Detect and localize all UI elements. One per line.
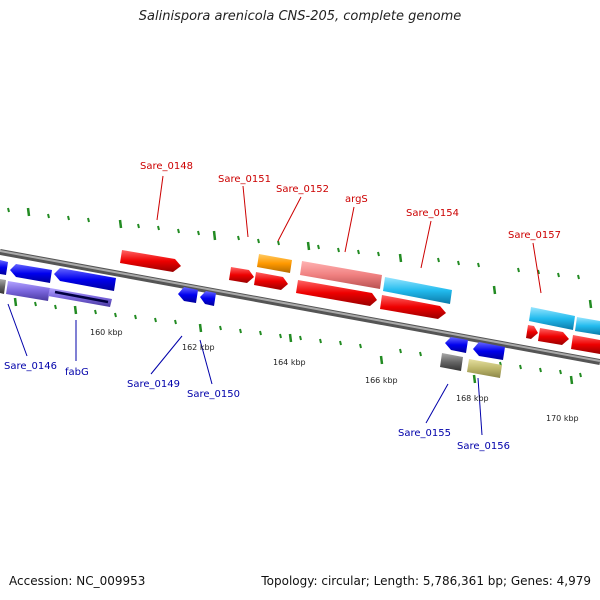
label-sare-0151: Sare_0151 <box>218 174 271 185</box>
gene-sare-0152 <box>254 272 288 290</box>
gene-sare-0146 <box>10 264 52 283</box>
gene-sare-0150 <box>200 291 216 306</box>
gene-sare-0149 <box>178 287 198 303</box>
gene-sare-0156 <box>467 359 502 378</box>
gene-sare-0157-red-3 <box>571 335 600 354</box>
label-sare-0155: Sare_0155 <box>398 428 451 439</box>
accession-text: Accession: NC_009953 <box>9 574 146 588</box>
forward-strand-genes <box>120 250 600 354</box>
gene-sare-0151 <box>229 267 254 283</box>
gene-labels-bottom: Sare_0146 fabG Sare_0149 Sare_0150 Sare_… <box>4 361 510 452</box>
gene-sare-0152-upper <box>257 254 292 273</box>
label-fabg: fabG <box>65 367 89 378</box>
scale-label-160: 160 kbp <box>90 328 123 337</box>
map-title: Salinispora arenicola CNS-205, complete … <box>138 9 462 24</box>
gene-left-gray <box>0 279 6 294</box>
upper-tick-row <box>7 207 593 309</box>
gene-sare-0155 <box>440 353 463 371</box>
label-sare-0156: Sare_0156 <box>457 441 510 452</box>
gene-sare-0154-lower <box>380 295 446 319</box>
label-sare-0148: Sare_0148 <box>140 161 193 172</box>
scale-label-168: 168 kbp <box>456 394 489 403</box>
gene-sare-0148 <box>120 250 181 272</box>
gene-sare-0154 <box>383 277 452 304</box>
gene-sare-0146-purple <box>6 281 50 301</box>
reverse-strand-genes <box>0 260 505 378</box>
label-sare-0149: Sare_0149 <box>127 379 180 390</box>
gene-sare-0155-blue <box>445 337 468 353</box>
gene-sare-0157-red <box>526 325 538 339</box>
gene-left-edge <box>0 260 8 275</box>
gene-args-lower <box>296 280 377 306</box>
genome-summary-text: Topology: circular; Length: 5,786,361 bp… <box>261 574 591 588</box>
scale-label-166: 166 kbp <box>365 376 398 385</box>
gene-args <box>300 261 382 289</box>
gene-fabg <box>54 268 116 291</box>
label-connectors <box>156 175 542 294</box>
scale-labels: 160 kbp 162 kbp 164 kbp 166 kbp 168 kbp … <box>90 328 579 423</box>
label-sare-0146: Sare_0146 <box>4 361 57 372</box>
scale-label-164: 164 kbp <box>273 358 306 367</box>
label-sare-0150: Sare_0150 <box>187 389 240 400</box>
gene-sare-0157-front <box>575 317 600 335</box>
gene-sare-0156-blue <box>473 342 505 360</box>
gene-sare-0157-red-2 <box>538 328 569 345</box>
gene-labels-top: Sare_0148 Sare_0151 Sare_0152 argS Sare_… <box>140 161 561 241</box>
gene-sare-0157 <box>529 307 575 330</box>
label-args: argS <box>345 194 368 205</box>
label-sare-0157: Sare_0157 <box>508 230 561 241</box>
label-connectors-bottom <box>7 303 483 436</box>
label-sare-0152: Sare_0152 <box>276 184 329 195</box>
label-sare-0154: Sare_0154 <box>406 208 459 219</box>
scale-label-170: 170 kbp <box>546 414 579 423</box>
scale-label-162: 162 kbp <box>182 343 215 352</box>
lower-tick-row <box>13 297 582 385</box>
